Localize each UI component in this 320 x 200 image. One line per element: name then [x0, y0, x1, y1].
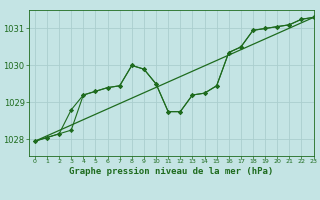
- X-axis label: Graphe pression niveau de la mer (hPa): Graphe pression niveau de la mer (hPa): [69, 167, 273, 176]
